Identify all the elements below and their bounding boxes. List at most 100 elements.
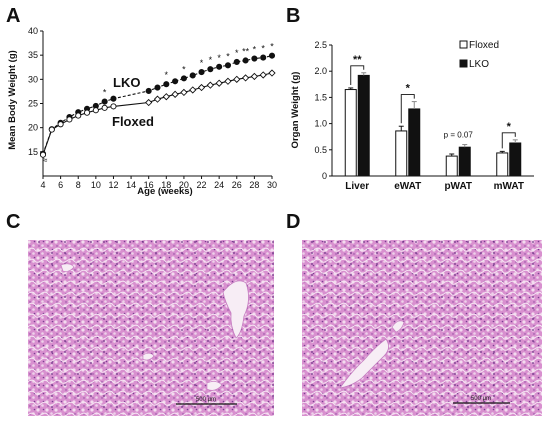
significance-mark: * (253, 45, 257, 55)
y-tick-label: 40 (28, 26, 38, 36)
lko-bar (408, 108, 421, 177)
lko-point (154, 84, 161, 91)
significance-mark: * (200, 58, 204, 68)
floxed-point (162, 93, 170, 101)
significance-mark: * (406, 83, 411, 95)
floxed-bar (445, 155, 458, 177)
micrograph-c-vessel-small-1 (60, 263, 75, 272)
legend-floxed-swatch (459, 40, 468, 49)
panel-b-letter: B (286, 5, 300, 27)
lko-point (216, 63, 223, 70)
x-tick-label: 18 (161, 180, 171, 190)
floxed-point (189, 86, 197, 94)
lko-point (180, 75, 187, 82)
lko-series-label: LKO (113, 75, 140, 90)
floxed-point (241, 74, 250, 82)
body-weight-y-label: Mean Body Weight (g) (7, 50, 18, 150)
significance-bracket (501, 132, 516, 149)
significance-mark: * (507, 121, 512, 133)
panel-d-letter: D (286, 211, 300, 233)
category-label: eWAT (394, 181, 421, 192)
floxed-point (39, 151, 47, 158)
significance-mark: * (217, 53, 221, 63)
y-tick-label: 1.0 (314, 119, 327, 129)
significance-mark: * (261, 44, 265, 54)
lko-point (268, 52, 276, 59)
y-tick-label: 0 (322, 171, 327, 181)
y-tick-label: 0.5 (314, 145, 327, 155)
lko-bar (357, 74, 370, 177)
x-tick-label: 22 (197, 180, 207, 190)
y-tick-label: 1.5 (314, 92, 327, 102)
floxed-point (259, 71, 267, 79)
p-value-label: p = 0.07 (444, 131, 474, 140)
panel-a-letter: A (6, 5, 20, 27)
floxed-point (153, 95, 162, 103)
floxed-bar (496, 152, 509, 177)
organ-weight-legend: Floxed LKO (459, 40, 499, 70)
micrograph-d-vessel-small (391, 320, 405, 333)
floxed-point (75, 112, 82, 119)
lko-point (224, 62, 232, 69)
significance-bracket (350, 65, 365, 85)
legend-lko-swatch (459, 59, 468, 68)
x-tick-label: 24 (214, 180, 224, 190)
x-tick-label: 12 (108, 180, 118, 190)
body-weight-significance: **** * * * * ** * * * (103, 42, 274, 98)
significance-mark: * (165, 70, 169, 80)
y-tick-label: 30 (28, 74, 38, 84)
legend-floxed-label: Floxed (469, 40, 499, 51)
panel-c-letter: C (6, 211, 20, 233)
floxed-bar (344, 89, 357, 177)
lko-point (101, 98, 108, 105)
y-tick-label: 2.5 (314, 40, 327, 50)
floxed-point (101, 104, 108, 111)
significance-mark: * (270, 42, 274, 52)
significance-mark: ** (353, 54, 362, 66)
micrograph-d-scale-label: 500 μm (471, 396, 491, 402)
y-tick-label: 35 (28, 50, 38, 60)
lko-bar (458, 146, 471, 177)
floxed-point (83, 109, 91, 116)
significance-mark: * (103, 88, 107, 98)
lko-point (172, 78, 179, 85)
lko-point (242, 57, 249, 64)
category-label: Liver (345, 181, 369, 192)
micrograph-d: 500 μm (302, 240, 542, 416)
floxed-point (66, 116, 73, 123)
axis-break-symbol: ≈ (43, 155, 48, 165)
organ-weight-bars: Liver eWAT pWAT mWAT (344, 72, 524, 192)
lko-point (198, 69, 205, 76)
floxed-point (250, 72, 259, 81)
floxed-point (233, 75, 241, 83)
floxed-point (224, 77, 232, 85)
body-weight-ticks: 4 6 8 10 12 14 16 18 20 22 24 26 28 30 15 20 25 30 35 40 (28, 26, 277, 190)
x-tick-label: 6 (58, 180, 63, 190)
lko-point (110, 95, 117, 102)
x-tick-label: 10 (91, 180, 101, 190)
floxed-point (268, 69, 276, 77)
y-tick-label: 15 (28, 147, 38, 157)
organ-weight-ticks: 0 0.5 1.0 1.5 2.0 2.5 (314, 40, 332, 181)
x-tick-label: 14 (126, 180, 136, 190)
significance-mark: * (209, 55, 213, 65)
floxed-point (48, 126, 55, 133)
x-tick-label: 20 (179, 180, 189, 190)
y-tick-label: 2.0 (314, 66, 327, 76)
micrograph-d-vessel-large (339, 338, 389, 389)
floxed-bar (395, 130, 408, 177)
lko-point (145, 87, 152, 94)
x-tick-label: 4 (40, 180, 45, 190)
lko-point (233, 58, 240, 65)
significance-mark: ** (242, 46, 250, 56)
micrograph-d-texture (302, 240, 542, 416)
floxed-point (215, 79, 223, 87)
micrograph-c-vessel-large (222, 280, 249, 339)
category-label: mWAT (494, 181, 524, 192)
floxed-series-label: Floxed (112, 114, 154, 129)
lko-point (207, 66, 214, 73)
organ-weight-significance: ***p = 0.07* (350, 54, 516, 149)
floxed-point (57, 121, 64, 128)
